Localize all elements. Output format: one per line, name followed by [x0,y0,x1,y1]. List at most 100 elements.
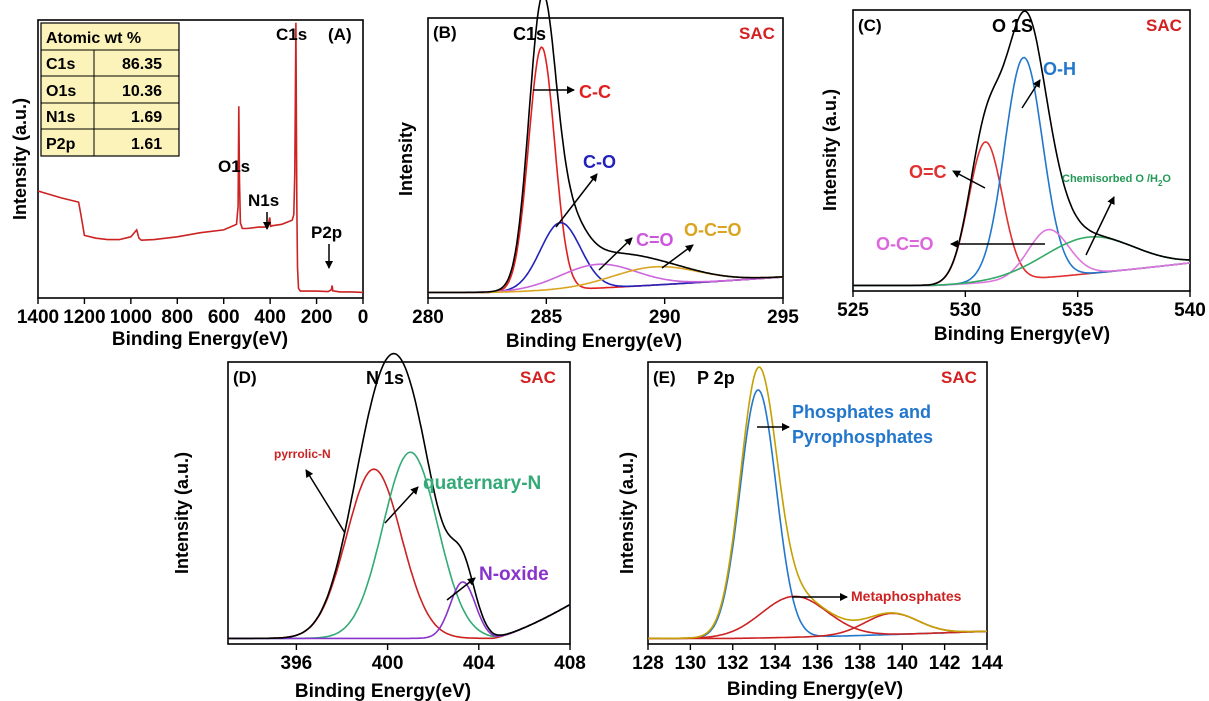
panel-d-title: N 1s [366,368,404,388]
annot-c-o: C-O [583,152,616,172]
annot-chemisorbed: Chemisorbed O /H2O [1062,173,1171,188]
arrow-o-c-eq-o [661,244,694,269]
x-tick-label: 144 [971,653,1003,674]
x-tick-label: 295 [767,307,799,328]
table-cell: 1.69 [131,109,162,126]
table-cell: 1.61 [131,136,162,153]
envelope-curve [853,10,1191,287]
panel-c-xlabel: Binding Energy(eV) [934,324,1110,345]
panel-b-xlabel: Binding Energy(eV) [506,331,682,352]
x-tick-label: 290 [649,307,681,328]
panel-c-label: (C) [858,16,882,35]
annot-c-eq-o: C=O [636,230,674,250]
panel-d-xlabel: Binding Energy(eV) [295,681,471,701]
x-tick-label: 140 [886,653,918,674]
peak-label-o1s: O1s [218,157,250,176]
envelope-curve [428,0,784,294]
arrow-c-o [555,173,598,228]
x-tick-label: 1400 [17,307,59,328]
x-tick-label: 138 [844,653,876,674]
annot-pyrrolic: pyrrolic-N [274,447,331,461]
annot-o-c-eq-o: O-C=O [684,220,742,240]
x-tick-label: 408 [554,653,586,674]
x-tick-label: 134 [759,653,791,674]
peak-label-c1s: C1s [276,25,307,44]
annot-phosphates-1: Phosphates and [792,402,931,422]
table-cell: O1s [46,83,76,100]
table-cell: C1s [46,56,75,73]
peak-label-n1s: N1s [248,191,279,210]
envelope-curve [648,366,987,640]
x-tick-label: 285 [530,307,562,328]
x-tick-label: 404 [463,653,495,674]
survey-spectrum-line [37,22,364,294]
panel-a-ylabel: Intensity (a.u.) [10,98,30,220]
component-curve [853,141,1191,287]
x-tick-label: 400 [254,307,286,328]
component-curve [428,265,784,294]
x-tick-label: 530 [949,300,981,321]
panel-b-tag: SAC [739,24,775,43]
x-tick-label: 0 [358,307,369,328]
panel-b-ylabel: Intensity [396,122,416,196]
table-bg [40,22,180,157]
arrow-pyrrolic [305,469,346,534]
table-cell: 86.35 [122,56,162,73]
x-tick-label: 525 [837,300,869,321]
arrow-o-h [1021,79,1041,109]
panel-c-tag: SAC [1146,16,1182,35]
panel-c-title: O 1S [992,16,1033,36]
annot-metaphosphates: Metaphosphates [851,588,962,604]
panel-d-label: (D) [233,368,257,387]
x-tick-label: 280 [412,307,444,328]
x-tick-label: 1200 [63,307,105,328]
panel-b-label: (B) [433,23,457,42]
x-tick-label: 535 [1062,300,1094,321]
component-curve [648,595,988,640]
panel-d-n1s: 396 400 404 408 (D) N 1s SAC pyrrolic-N qua… [172,352,586,701]
panel-b-title: C1s [513,24,546,44]
x-tick-label: 396 [281,653,313,674]
arrow-n-oxide [446,577,476,601]
x-tick-label: 1000 [110,307,152,328]
x-tick-label: 130 [675,653,707,674]
panel-c-ylabel: Intensity (a.u.) [820,89,840,211]
panel-b-c1s: 280 285 290 295 (B) C1s SAC C-C C-O C=O O-C… [396,0,799,352]
panel-e-tag: SAC [941,368,977,387]
panel-e-title: P 2p [697,368,735,388]
x-tick-label: 142 [929,653,961,674]
annot-c-c: C-C [579,82,611,102]
annot-quaternary: quaternary-N [423,473,541,494]
arrow-o-eq-c [952,170,986,189]
x-tick-label: 200 [301,307,333,328]
envelope-curve [228,352,571,640]
x-tick-label: 136 [802,653,834,674]
panel-a-survey: 1400 1200 1000 800 600 400 200 0 (A) C1s O1s N1… [10,19,369,350]
panel-e-label: (E) [653,368,676,387]
annot-o-c-eq-o: O-C=O [876,234,934,254]
panel-d-tag: SAC [520,368,556,387]
x-tick-label: 800 [161,307,193,328]
composition-table: Atomic wt % C1s 86.35 O1s 10.36 N1s 1.69… [40,22,180,157]
table-cell: 10.36 [122,83,162,100]
arrow-quaternary [384,486,419,524]
panel-a-xlabel: Binding Energy(eV) [112,329,288,350]
panel-b-frame [427,17,784,299]
table-cell: P2p [46,136,76,153]
component-curve [228,468,571,640]
panel-a-frame [37,19,364,299]
arrow-chemisorbed [1085,196,1115,256]
panel-c-o1s: 525 530 535 540 (C) O 1S SAC O-H O=C O-C=O … [820,9,1206,345]
table-cell: N1s [46,109,75,126]
x-tick-label: 132 [717,653,749,674]
annot-o-eq-c: O=C [909,162,947,182]
x-tick-label: 540 [1174,300,1206,321]
panel-e-xlabel: Binding Energy(eV) [727,679,903,700]
panel-c-frame [852,9,1191,292]
panel-e-p2p: 128 130 132 134 136 138 140 142 144 (E) P 2p SAC… [617,361,1003,700]
peak-label-p2p: P2p [311,223,342,242]
panel-a-label: (A) [328,25,352,44]
panel-d-frame [227,361,571,645]
x-tick-label: 128 [632,653,664,674]
